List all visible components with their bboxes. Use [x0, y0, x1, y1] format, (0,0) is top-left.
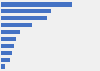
Bar [1, 58, 10, 62]
Bar [1, 51, 12, 55]
Bar [1, 2, 72, 7]
Bar [1, 64, 5, 69]
Bar [1, 23, 32, 27]
Bar [1, 44, 14, 48]
Bar [1, 37, 16, 41]
Bar [1, 16, 47, 20]
Bar [1, 30, 20, 34]
Bar [1, 9, 51, 13]
